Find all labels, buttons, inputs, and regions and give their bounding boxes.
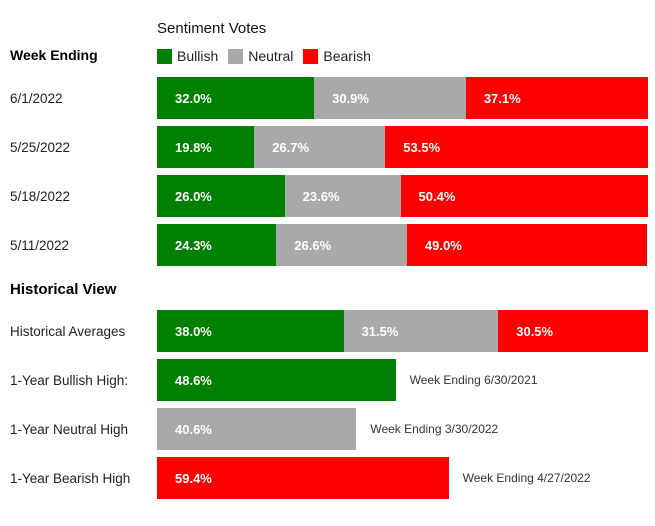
- bearish-percent-label: 49.0%: [424, 237, 462, 253]
- neutral-high-percent-label: 40.6%: [175, 421, 212, 437]
- stacked-bar: 24.3% 26.6% 49.0%: [157, 224, 648, 266]
- bearish-percent-label: 53.5%: [403, 139, 441, 155]
- bullish-percent-label: 26.0%: [175, 188, 212, 204]
- bearish-bar-segment: 49.0%: [406, 224, 648, 266]
- bullish-high-bar: 48.6%: [157, 359, 396, 401]
- week-ending-date: 6/1/2022: [10, 90, 63, 106]
- bearish-bar-segment: 53.5%: [385, 126, 648, 168]
- week-ending-date: 5/11/2022: [10, 237, 70, 253]
- bullish-swatch-icon: [157, 48, 172, 64]
- one-year-neutral-high-label: 1-Year Neutral High: [10, 421, 129, 437]
- single-bar-track: 40.6% Week Ending 3/30/2022: [157, 408, 648, 450]
- bearish-percent-label: 50.4%: [418, 188, 456, 204]
- bullish-percent-label: 24.3%: [175, 237, 212, 253]
- historical-rows: Historical Averages 38.0% 31.5% 30.5% 1-…: [0, 310, 655, 499]
- bullish-bar-segment: 19.8%: [157, 126, 255, 168]
- legend-label: Bullish: [177, 48, 219, 64]
- neutral-percent-label: 23.6%: [302, 188, 340, 204]
- stacked-bar: 38.0% 31.5% 30.5%: [157, 310, 648, 352]
- legend-label: Neutral: [248, 48, 294, 64]
- sentiment-row: 5/25/2022 19.8% 26.7% 53.5%: [0, 126, 655, 168]
- neutral-bar-segment: 30.9%: [314, 77, 466, 119]
- chart-title: Sentiment Votes: [157, 20, 267, 37]
- bearish-bar-segment: 50.4%: [400, 175, 648, 217]
- sentiment-votes-widget: Week Ending Sentiment Votes Bullish Neut…: [0, 20, 655, 526]
- neutral-percent-label: 26.7%: [272, 139, 310, 155]
- historical-view-heading: Historical View: [10, 281, 117, 298]
- bullish-bar-segment: 24.3%: [157, 224, 277, 266]
- week-ending-annotation: Week Ending 3/30/2022: [370, 422, 499, 436]
- bullish-percent-label: 38.0%: [175, 323, 212, 339]
- legend-item-neutral: Neutral: [228, 48, 293, 64]
- bullish-high-percent-label: 48.6%: [175, 372, 212, 388]
- bearish-high-bar: 59.4%: [157, 457, 449, 499]
- week-ending-annotation: Week Ending 6/30/2021: [409, 373, 538, 387]
- stacked-bar: 32.0% 30.9% 37.1%: [157, 77, 648, 119]
- historical-averages-row: Historical Averages 38.0% 31.5% 30.5%: [0, 310, 655, 352]
- bearish-bar-segment: 37.1%: [465, 77, 648, 119]
- neutral-percent-label: 30.9%: [332, 90, 369, 106]
- bullish-bar-segment: 26.0%: [157, 175, 285, 217]
- stacked-bar: 19.8% 26.7% 53.5%: [157, 126, 648, 168]
- neutral-percent-label: 31.5%: [361, 323, 399, 339]
- sentiment-row: 5/11/2022 24.3% 26.6% 49.0%: [0, 224, 655, 266]
- week-ending-date: 5/18/2022: [10, 188, 71, 204]
- stacked-bar: 26.0% 23.6% 50.4%: [157, 175, 648, 217]
- weekly-rows: 6/1/2022 32.0% 30.9% 37.1% 5/25/2022 19.…: [0, 77, 655, 266]
- neutral-percent-label: 26.6%: [294, 237, 332, 253]
- bearish-percent-label: 37.1%: [483, 90, 521, 106]
- neutral-bar-segment: 26.7%: [254, 126, 386, 168]
- neutral-bar-segment: 23.6%: [284, 175, 401, 217]
- legend: Bullish Neutral Bearish: [157, 48, 655, 64]
- neutral-bar-segment: 26.6%: [276, 224, 407, 266]
- header: Week Ending Sentiment Votes Bullish Neut…: [0, 20, 655, 64]
- single-bar-track: 48.6% Week Ending 6/30/2021: [157, 359, 648, 401]
- week-ending-annotation: Week Ending 4/27/2022: [462, 471, 591, 485]
- one-year-bullish-high-row: 1-Year Bullish High: 48.6% Week Ending 6…: [0, 359, 655, 401]
- one-year-bearish-high-label: 1-Year Bearish High: [10, 470, 131, 486]
- title-and-legend: Sentiment Votes Bullish Neutral Bearish: [157, 20, 655, 64]
- sentiment-row: 6/1/2022 32.0% 30.9% 37.1%: [0, 77, 655, 119]
- week-ending-heading: Week Ending: [10, 47, 98, 63]
- one-year-bearish-high-row: 1-Year Bearish High 59.4% Week Ending 4/…: [0, 457, 655, 499]
- bearish-bar-segment: 30.5%: [498, 310, 648, 352]
- neutral-high-bar: 40.6%: [157, 408, 357, 450]
- sentiment-row: 5/18/2022 26.0% 23.6% 50.4%: [0, 175, 655, 217]
- one-year-bullish-high-label: 1-Year Bullish High:: [10, 372, 129, 388]
- one-year-neutral-high-row: 1-Year Neutral High 40.6% Week Ending 3/…: [0, 408, 655, 450]
- legend-item-bullish: Bullish: [157, 48, 218, 64]
- bullish-bar-segment: 32.0%: [157, 77, 315, 119]
- week-ending-column-header: Week Ending: [0, 20, 157, 64]
- bearish-high-percent-label: 59.4%: [175, 470, 212, 486]
- single-bar-track: 59.4% Week Ending 4/27/2022: [157, 457, 648, 499]
- bearish-percent-label: 30.5%: [516, 323, 554, 339]
- week-ending-date: 5/25/2022: [10, 139, 71, 155]
- bullish-percent-label: 32.0%: [175, 90, 212, 106]
- neutral-swatch-icon: [228, 48, 244, 64]
- neutral-bar-segment: 31.5%: [343, 310, 499, 352]
- bullish-percent-label: 19.8%: [175, 139, 212, 155]
- legend-label: Bearish: [323, 48, 371, 64]
- legend-item-bearish: Bearish: [303, 48, 371, 64]
- historical-averages-label: Historical Averages: [10, 323, 126, 339]
- bearish-swatch-icon: [303, 48, 319, 64]
- bullish-bar-segment: 38.0%: [157, 310, 344, 352]
